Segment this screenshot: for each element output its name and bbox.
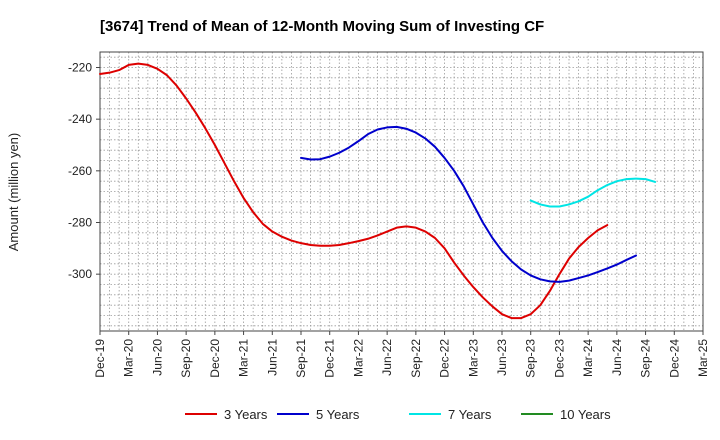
x-tick-label: Sep-21 [294, 339, 308, 378]
y-axis-label: Amount (million yen) [6, 133, 21, 252]
x-tick-label: Sep-20 [179, 339, 193, 378]
x-tick-label: Sep-23 [524, 339, 538, 378]
x-tick-label: Jun-23 [495, 339, 509, 376]
x-tick-label: Sep-22 [409, 339, 423, 378]
plot-frame [99, 51, 704, 332]
x-tick-label: Dec-23 [552, 339, 566, 378]
y-axis: -220 -240 -260 -280 -300 [68, 61, 100, 281]
y-tick-label: -240 [68, 112, 92, 126]
x-tick-label: Mar-22 [351, 339, 365, 377]
legend: 3 Years 5 Years 7 Years 10 Years [185, 407, 611, 422]
legend-label: 7 Years [448, 407, 492, 422]
legend-item-3-years: 3 Years [185, 407, 268, 422]
legend-label: 10 Years [560, 407, 611, 422]
y-tick-label: -300 [68, 267, 92, 281]
series-line-5-years [300, 125, 637, 283]
y-tick-label: -260 [68, 164, 92, 178]
y-tick-label: -220 [68, 61, 92, 75]
series-lines [99, 62, 657, 320]
chart-title: [3674] Trend of Mean of 12-Month Moving … [100, 18, 544, 35]
legend-item-7-years: 7 Years [409, 407, 492, 422]
x-tick-label: Dec-21 [323, 339, 337, 378]
x-tick-label: Jun-21 [265, 339, 279, 376]
x-tick-label: Sep-24 [639, 339, 653, 378]
x-tick-label: Mar-20 [122, 339, 136, 377]
x-tick-label: Jun-24 [610, 339, 624, 376]
x-tick-label: Mar-21 [237, 339, 251, 377]
x-tick-label: Dec-24 [667, 339, 681, 378]
x-tick-label: Mar-24 [581, 339, 595, 377]
x-tick-label: Dec-19 [93, 339, 107, 378]
legend-label: 3 Years [224, 407, 268, 422]
x-axis: Dec-19 Mar-20 Jun-20 Sep-20 Dec-20 Mar-21 Jun-… [93, 331, 710, 378]
x-tick-label: Jun-20 [150, 339, 164, 376]
legend-label: 5 Years [316, 407, 360, 422]
x-tick-label: Mar-23 [466, 339, 480, 377]
legend-item-5-years: 5 Years [277, 407, 360, 422]
x-tick-label: Dec-22 [438, 339, 452, 378]
legend-item-10-years: 10 Years [521, 407, 611, 422]
x-tick-label: Dec-20 [208, 339, 222, 378]
x-tick-label: Mar-25 [696, 339, 710, 377]
x-tick-label: Jun-22 [380, 339, 394, 376]
y-tick-label: -280 [68, 216, 92, 230]
series-line-3-years [99, 62, 609, 320]
grid [99, 51, 704, 332]
series-line-7-years [529, 177, 657, 208]
